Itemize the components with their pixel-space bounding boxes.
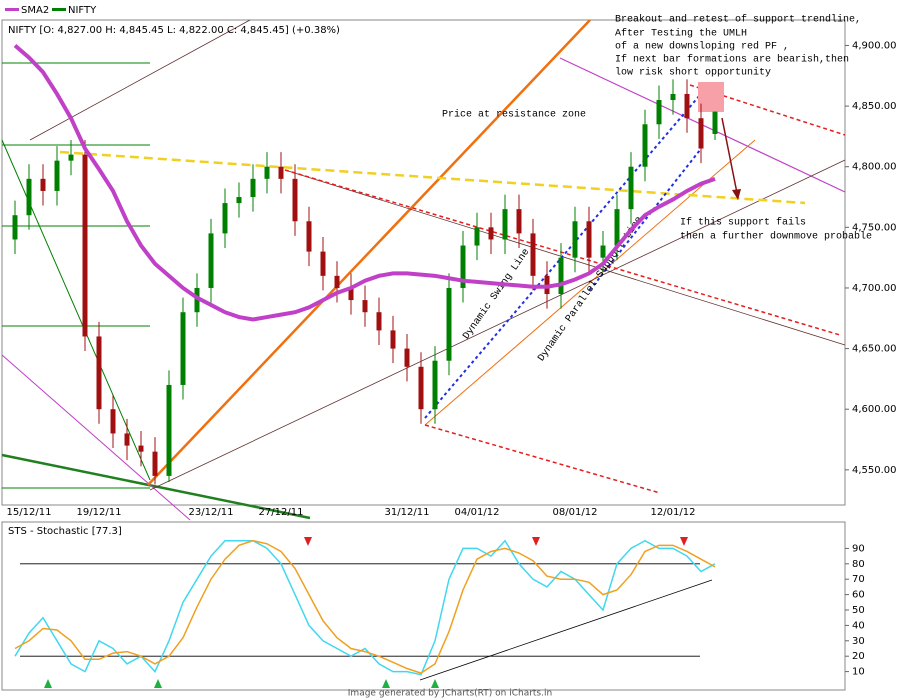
legend-swatch — [52, 8, 66, 11]
candle-body — [12, 215, 18, 240]
candle-body — [334, 275, 340, 288]
annotation: After Testing the UMLH — [615, 28, 747, 40]
annotation: then a further downmove probable — [680, 231, 872, 243]
candle-body — [670, 93, 676, 101]
candle-body — [320, 251, 326, 276]
candle-body — [82, 154, 88, 337]
x-tick-label: 15/12/11 — [7, 507, 52, 518]
annotation: of a new downsloping red PF , — [615, 41, 789, 53]
candle-body — [194, 287, 200, 313]
candle-body — [40, 178, 46, 191]
candle-body — [124, 433, 130, 446]
candle-body — [362, 300, 368, 313]
annotation: If next bar formations are bearish,then — [615, 54, 849, 66]
x-tick-label: 23/12/11 — [189, 507, 234, 518]
y-tick-label: 40 — [852, 620, 865, 631]
chart-title: NIFTY [O: 4,827.00 H: 4,845.45 L: 4,822.… — [8, 25, 340, 36]
candle-body — [376, 312, 382, 331]
candle-body — [530, 233, 536, 276]
series-line — [13, 43, 716, 322]
y-tick-label: 4,600.00 — [852, 404, 897, 415]
y-tick-label: 80 — [852, 559, 865, 570]
y-tick-label: 20 — [852, 651, 865, 662]
candle-body — [432, 360, 438, 410]
candle-body — [656, 100, 662, 125]
y-tick-label: 4,650.00 — [852, 344, 897, 355]
candle-body — [110, 409, 116, 434]
candle-body — [642, 124, 648, 167]
annotation: Price at resistance zone — [442, 109, 586, 121]
candle-body — [54, 160, 60, 191]
stoch-title: STS - Stochastic [77.3] — [8, 526, 122, 537]
candle-body — [488, 227, 494, 240]
y-tick-label: 4,700.00 — [852, 283, 897, 294]
y-tick-label: 4,900.00 — [852, 40, 897, 51]
candle-body — [404, 348, 410, 367]
candle-body — [264, 166, 270, 179]
stoch-panel — [1, 521, 846, 691]
candle-body — [474, 227, 480, 246]
series-line — [14, 539, 716, 674]
y-tick-label: 10 — [852, 667, 865, 678]
legend-label: NIFTY — [68, 5, 97, 16]
candle-body — [558, 257, 564, 295]
candle-body — [96, 336, 102, 410]
candle-body — [516, 209, 522, 234]
annotation: Breakout and retest of support trendline… — [615, 14, 861, 26]
y-tick-label: 50 — [852, 605, 865, 616]
y-tick-label: 70 — [852, 574, 865, 585]
candle-body — [166, 384, 172, 476]
series-line — [14, 539, 716, 676]
trendlines — [1, 19, 846, 688]
candle-body — [712, 111, 718, 134]
candle-body — [614, 209, 620, 246]
candle-body — [572, 221, 578, 258]
x-tick-label: 08/01/12 — [553, 507, 598, 518]
candle-body — [250, 178, 256, 198]
x-tick-label: 12/01/12 — [651, 507, 696, 518]
candle-body — [698, 118, 704, 149]
candle-body — [278, 166, 284, 179]
footer: Image generated by JCharts(RT) on iChart… — [348, 689, 552, 699]
candle-body — [222, 203, 228, 234]
candle-body — [236, 197, 242, 204]
y-tick-label: 4,550.00 — [852, 465, 897, 476]
candle-body — [600, 245, 606, 258]
candle-body — [684, 93, 690, 119]
candle-body — [460, 245, 466, 288]
candle-body — [306, 221, 312, 252]
candle-body — [502, 209, 508, 240]
candle-body — [628, 166, 634, 210]
candle-body — [418, 366, 424, 410]
candle-body — [292, 178, 298, 222]
x-tick-label: 27/12/11 — [259, 507, 304, 518]
y-tick-label: 4,800.00 — [852, 162, 897, 173]
candle-body — [348, 287, 354, 301]
legend-label: SMA2 — [21, 5, 49, 16]
y-tick-label: 90 — [852, 543, 865, 554]
annotation: low risk short opportunity — [615, 67, 771, 79]
candle-body — [586, 221, 592, 258]
x-tick-label: 31/12/11 — [385, 507, 430, 518]
x-tick-label: 19/12/11 — [77, 507, 122, 518]
annotation: If this support fails — [680, 217, 806, 229]
legend-swatch — [5, 8, 19, 11]
y-tick-label: 30 — [852, 636, 865, 647]
candle-body — [68, 154, 74, 161]
y-tick-label: 4,750.00 — [852, 222, 897, 233]
y-tick-label: 4,850.00 — [852, 101, 897, 112]
x-tick-label: 04/01/12 — [455, 507, 500, 518]
candle-body — [390, 330, 396, 349]
candle-body — [446, 287, 452, 361]
y-tick-label: 60 — [852, 590, 865, 601]
candle-body — [180, 312, 186, 385]
candle-body — [208, 233, 214, 288]
candle-body — [152, 451, 158, 476]
candle-body — [138, 445, 144, 452]
candle-body — [26, 178, 32, 216]
